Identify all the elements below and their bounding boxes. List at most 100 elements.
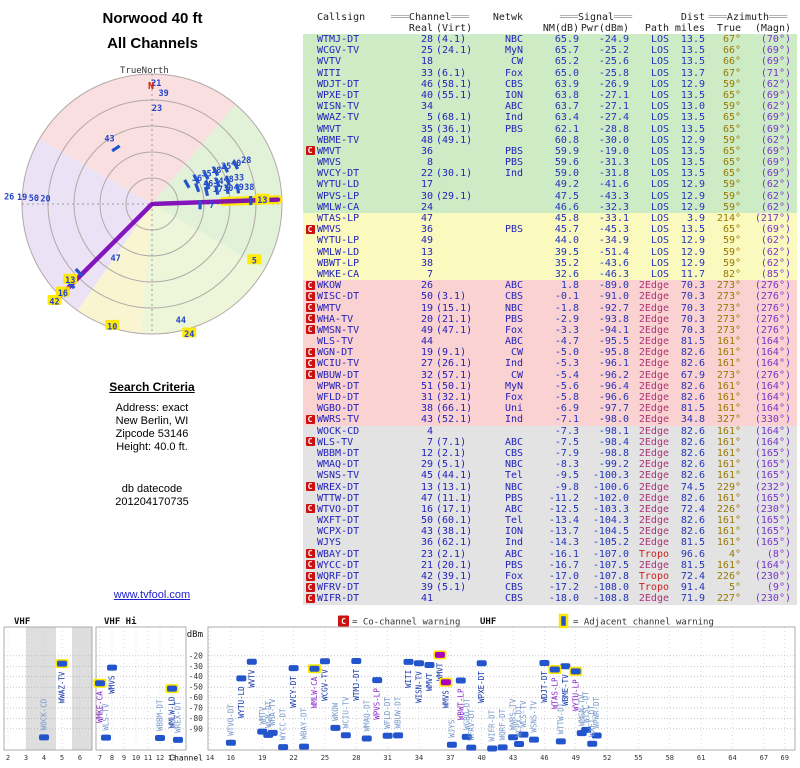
cell-path: 2Edge xyxy=(638,492,669,504)
cell-virt xyxy=(433,593,479,604)
cell-true: 59° xyxy=(722,235,741,247)
dbm-axis-label: dBm xyxy=(187,630,203,640)
cell-warn: C xyxy=(303,437,317,448)
signal-bar xyxy=(278,744,289,751)
co-channel-warning-badge: C xyxy=(305,280,315,290)
cell-virt xyxy=(433,101,479,112)
cell-call: WFLD-DT xyxy=(317,392,360,403)
cell-real: 38 xyxy=(420,403,433,415)
cell-virt xyxy=(433,202,479,213)
cell-true: 59° xyxy=(722,179,741,191)
table-row: WSNS-TV 45 (44.1) Tel -9.5 -100.3 2Edge 82.6 161… xyxy=(303,470,797,482)
cell-dist: 13.0 xyxy=(680,101,705,113)
cell-warn: C xyxy=(303,571,317,582)
tvfool-link[interactable]: www.tvfool.com xyxy=(113,589,191,601)
table-header-row2: Real (Virt) NM(dB) Pwr(dBm) Path miles T… xyxy=(303,23,797,34)
cell-path: 2Edge xyxy=(638,313,669,325)
cell-virt: (11.1) xyxy=(436,492,473,504)
spectrum-gray-band xyxy=(26,627,56,750)
cell-nm: -18.0 xyxy=(548,593,579,605)
cell-true: 273° xyxy=(716,291,741,303)
station-bar-label: WCGV-TV xyxy=(320,669,329,701)
signal-bar xyxy=(476,660,487,667)
cell-true: 161° xyxy=(716,515,741,527)
cell-dist: 11.7 xyxy=(680,268,705,280)
signal-bar xyxy=(330,724,341,731)
signal-bar xyxy=(497,744,508,751)
cell-dist: 70.3 xyxy=(680,313,705,325)
cell-virt xyxy=(433,280,479,291)
db-datecode: db datecode 201204170735 xyxy=(2,483,302,509)
co-channel-warning-badge: C xyxy=(305,224,315,234)
cell-warn xyxy=(303,56,317,67)
cell-real: 13 xyxy=(420,481,433,493)
table-row: WTAS-LP 47 45.8 -33.1 LOS 3.9 214° (217°) xyxy=(303,213,797,225)
cell-virt xyxy=(433,146,479,157)
cell-warn: C xyxy=(303,146,317,157)
co-channel-warning-badge: C xyxy=(305,291,315,301)
signal-bar xyxy=(351,657,362,664)
cell-net: ABC xyxy=(504,548,523,560)
signal-bar xyxy=(576,730,587,737)
cell-call: WHA-TV xyxy=(317,313,354,325)
legend-adjacent-icon xyxy=(558,613,569,629)
cell-dist: 12.9 xyxy=(680,190,705,202)
cell-magn: (164°) xyxy=(754,436,791,448)
channel-tick-label: 31 xyxy=(383,754,391,762)
cell-pwr: -103.3 xyxy=(592,503,629,515)
cell-path: LOS xyxy=(650,78,669,90)
cell-net: Ind xyxy=(504,414,523,426)
cell-pwr: -108.0 xyxy=(592,582,629,594)
cell-magn: (164°) xyxy=(754,358,791,370)
cell-path: LOS xyxy=(650,179,669,191)
cell-pwr: -31.8 xyxy=(598,168,629,180)
signal-bar xyxy=(167,685,177,692)
cell-dist: 12.9 xyxy=(680,201,705,213)
cell-nm: -4.7 xyxy=(554,336,579,348)
cell-nm: -7.5 xyxy=(554,436,579,448)
signal-bar xyxy=(466,744,477,751)
cell-virt: (20.1) xyxy=(436,559,473,571)
band-uhf: UHF xyxy=(480,617,496,627)
cell-virt: (38.1) xyxy=(436,526,473,538)
cell-pwr: -19.0 xyxy=(598,145,629,157)
cell-nm: 60.8 xyxy=(554,134,579,146)
table-row: C WFRV-DT 39 (5.1) CBS -17.2 -108.0 Tropo 91.4 5°… xyxy=(303,582,797,594)
co-channel-warning-badge: C xyxy=(305,370,315,380)
radar-channel-label: 50 xyxy=(29,194,39,204)
cell-pwr: -30.0 xyxy=(598,134,629,146)
cell-net: Fox xyxy=(504,392,523,403)
cell-magn: (276°) xyxy=(754,291,791,303)
report-title-line2: All Channels xyxy=(107,35,198,52)
cell-dist: 81.5 xyxy=(680,537,705,549)
cell-nm: 32.6 xyxy=(554,268,579,280)
cell-path: 2Edge xyxy=(638,414,669,426)
table-row: WITI 33 (6.1) Fox 65.0 -25.8 LOS 13.7 67° (71°) xyxy=(303,67,797,79)
cell-pwr: -102.0 xyxy=(592,492,629,504)
cell-real: 7 xyxy=(426,268,433,280)
station-bar-label: WMKE-CA xyxy=(96,691,105,723)
station-bar-label: WGN-DT xyxy=(264,700,273,728)
tvfool-link-wrap: www.tvfool.com xyxy=(2,589,302,601)
channel-tick-label: 58 xyxy=(666,754,674,762)
cell-pwr: -96.6 xyxy=(598,392,629,403)
dbm-tick-label: -80 xyxy=(189,714,204,723)
cell-dist: 13.5 xyxy=(680,89,705,101)
cell-true: 67° xyxy=(722,34,741,45)
cell-pwr: -27.1 xyxy=(598,101,629,113)
table-row: C WMVT 36 PBS 59.9 -19.0 LOS 13.5 65° (69°) xyxy=(303,145,797,158)
signal-bar xyxy=(434,651,445,658)
cell-path: 2Edge xyxy=(638,380,669,392)
radar-channel-label: 26 xyxy=(4,193,14,203)
cell-warn xyxy=(303,168,317,179)
spectrum-chart: 2 3 4 5 6 7 8 9 10 11 12 13 14 16 19 22 25 28 31 34 37 40 43 46… xyxy=(3,613,796,763)
cell-pwr: -32.3 xyxy=(598,201,629,213)
station-bar-label: WMLW-LD xyxy=(168,696,177,728)
cell-dist: 12.9 xyxy=(680,246,705,258)
co-channel-warning-badge: C xyxy=(305,358,315,368)
radar-station-tick xyxy=(224,176,231,186)
station-bar-label: WTVO-DT xyxy=(226,704,235,736)
cell-call: WJYS xyxy=(317,537,342,549)
cell-warn xyxy=(303,381,317,392)
station-bar-label: WXFT-DT xyxy=(588,705,597,737)
